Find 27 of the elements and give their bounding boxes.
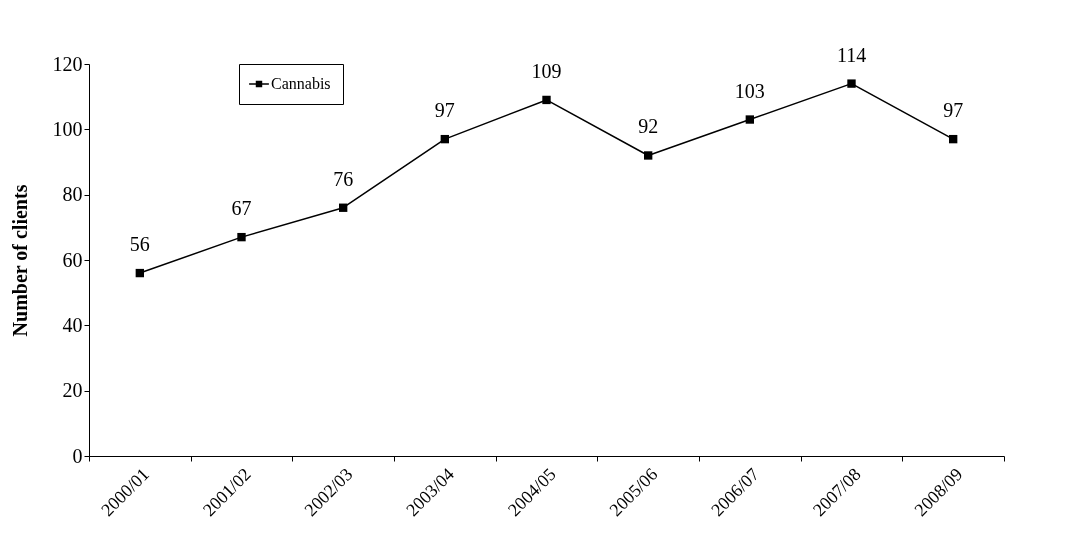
y-tick-label: 80 [62, 183, 83, 206]
y-tick-label: 60 [62, 248, 83, 271]
data-label: 103 [734, 79, 765, 102]
data-label: 97 [943, 99, 964, 122]
point [745, 115, 755, 124]
data-label: 76 [333, 167, 354, 190]
y-tick-label: 100 [52, 117, 83, 140]
data-label: 109 [531, 59, 562, 82]
data-label: 114 [836, 43, 867, 66]
legend-label: Cannabis [271, 75, 331, 92]
point [338, 203, 348, 212]
point [440, 134, 450, 144]
point [542, 95, 551, 105]
y-axis-title: Number of clients [8, 184, 31, 337]
y-tick-label: 120 [52, 52, 83, 75]
point [847, 79, 856, 88]
y-tick-label: 40 [62, 313, 83, 336]
data-label: 97 [434, 99, 455, 122]
data-label: 56 [129, 233, 150, 256]
data-label: 92 [638, 115, 659, 138]
data-label: 67 [231, 197, 252, 220]
point [135, 268, 145, 278]
point [643, 151, 653, 160]
point [237, 232, 246, 242]
y-tick-label: 0 [72, 444, 83, 467]
y-tick-label: 20 [62, 379, 83, 402]
point [948, 134, 958, 144]
